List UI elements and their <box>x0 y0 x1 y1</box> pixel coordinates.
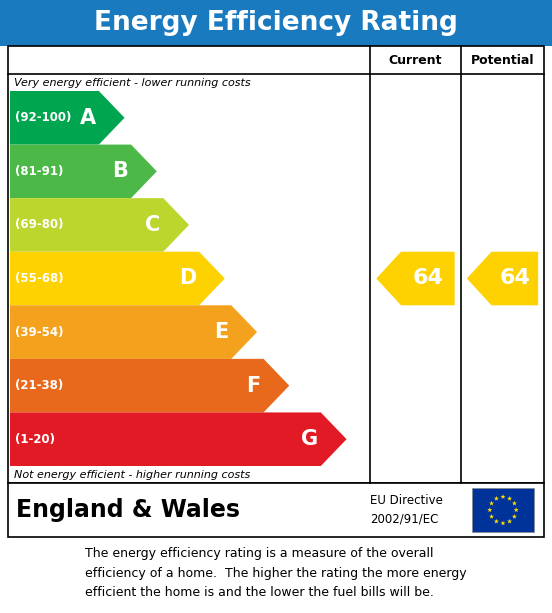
Polygon shape <box>507 496 512 501</box>
Text: Current: Current <box>389 53 442 66</box>
Polygon shape <box>10 91 125 145</box>
Polygon shape <box>512 514 517 519</box>
Text: (81-91): (81-91) <box>15 165 63 178</box>
Text: (1-20): (1-20) <box>15 433 55 446</box>
Text: EU Directive
2002/91/EC: EU Directive 2002/91/EC <box>370 495 443 525</box>
Polygon shape <box>467 252 538 305</box>
Text: 64: 64 <box>500 268 530 289</box>
Polygon shape <box>10 305 257 359</box>
Polygon shape <box>512 501 517 506</box>
Text: F: F <box>246 376 261 395</box>
Polygon shape <box>10 413 347 466</box>
Text: 64: 64 <box>412 268 443 289</box>
Text: (55-68): (55-68) <box>15 272 63 285</box>
Polygon shape <box>376 252 455 305</box>
Text: The energy efficiency rating is a measure of the overall
efficiency of a home.  : The energy efficiency rating is a measur… <box>85 547 467 598</box>
Polygon shape <box>487 508 492 512</box>
Text: Very energy efficient - lower running costs: Very energy efficient - lower running co… <box>14 77 251 88</box>
Polygon shape <box>494 519 499 524</box>
Text: Energy Efficiency Rating: Energy Efficiency Rating <box>94 10 458 36</box>
Polygon shape <box>501 494 506 499</box>
Bar <box>472 488 534 532</box>
Bar <box>0 0 552 46</box>
Polygon shape <box>494 496 499 501</box>
Text: D: D <box>179 268 196 289</box>
Polygon shape <box>501 520 506 525</box>
Text: G: G <box>301 429 318 449</box>
Polygon shape <box>10 145 157 198</box>
Text: A: A <box>79 108 96 128</box>
Text: (92-100): (92-100) <box>15 112 71 124</box>
Polygon shape <box>10 359 289 413</box>
Text: (39-54): (39-54) <box>15 326 63 338</box>
Bar <box>8 483 544 537</box>
Text: (69-80): (69-80) <box>15 218 63 232</box>
Polygon shape <box>10 198 189 252</box>
Text: B: B <box>112 161 128 181</box>
Polygon shape <box>507 519 512 524</box>
Polygon shape <box>489 514 494 519</box>
Polygon shape <box>10 252 225 305</box>
Text: England & Wales: England & Wales <box>16 498 240 522</box>
Text: E: E <box>214 322 229 342</box>
Text: (21-38): (21-38) <box>15 379 63 392</box>
Text: Potential: Potential <box>471 53 534 66</box>
Text: Not energy efficient - higher running costs: Not energy efficient - higher running co… <box>14 470 250 479</box>
Text: C: C <box>145 215 160 235</box>
Bar <box>8 46 544 483</box>
Polygon shape <box>489 501 494 506</box>
Polygon shape <box>514 508 519 512</box>
